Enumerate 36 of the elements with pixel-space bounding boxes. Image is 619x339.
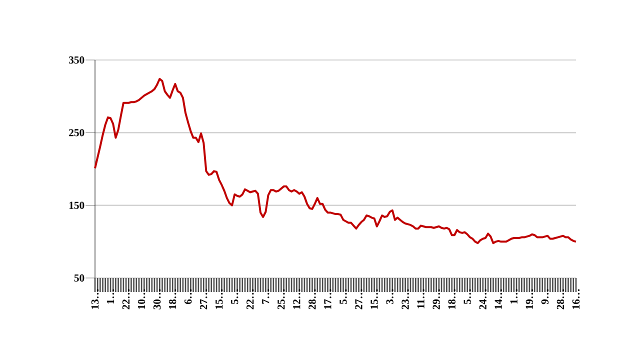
x-tick-label: 18… <box>448 289 456 309</box>
x-tick-label: 24… <box>479 289 486 310</box>
x-tick-label: 15… <box>216 289 223 309</box>
x-tick-label: 19… <box>526 289 534 309</box>
x-tick-label: 11… <box>417 289 424 308</box>
x-tick-label: 6… <box>184 289 192 304</box>
x-tick-label: 28… <box>556 289 564 310</box>
x-tick-label: 18… <box>168 289 176 309</box>
x-tick-label: 15… <box>370 289 378 309</box>
x-tick-label: 12… <box>293 289 300 309</box>
x-tick-label: 29… <box>432 289 440 310</box>
x-tick-label: 10… <box>138 289 146 309</box>
x-tick-label: 27… <box>200 289 208 310</box>
y-tick-label: 250 <box>69 129 84 136</box>
x-tick-label: 17… <box>324 289 332 309</box>
x-tick-label: 13… <box>91 289 99 309</box>
x-tick-label: 22… <box>246 289 254 310</box>
x-tick-label: 25… <box>278 289 285 310</box>
x-tick-label: 22… <box>122 289 130 310</box>
x-tick-label: 7… <box>262 289 270 304</box>
x-tick-label: 28… <box>308 289 316 310</box>
x-tick-label: 3… <box>386 289 394 304</box>
x-tick-label: 1… <box>106 289 114 304</box>
x-tick-label: 23… <box>402 289 409 310</box>
x-tick-label: 5… <box>340 289 347 304</box>
x-tick-label: 16… <box>572 289 580 309</box>
x-tick-label: 5… <box>231 289 238 304</box>
x-tick-label: 14… <box>494 289 502 309</box>
x-tick-label: 27… <box>355 289 362 310</box>
y-tick-label: 150 <box>69 202 84 209</box>
y-tick-label: 50 <box>74 274 84 282</box>
x-tick-label: 30… <box>153 289 161 310</box>
y-tick-label: 350 <box>69 56 84 64</box>
x-tick-label: 1… <box>510 289 518 304</box>
x-tick-label: 9… <box>541 289 549 304</box>
x-tick-label: 5… <box>464 289 471 304</box>
